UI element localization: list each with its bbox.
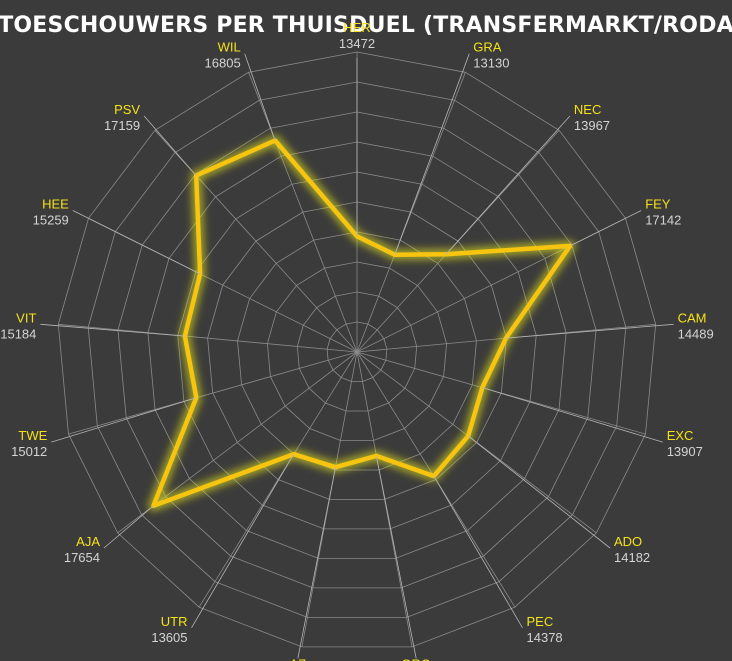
- leader-ado: [467, 435, 611, 549]
- value-label-pec: 14378: [527, 630, 563, 645]
- category-label-wil: WIL: [218, 40, 241, 55]
- series-line: [151, 138, 573, 509]
- grid-ring: [207, 201, 507, 500]
- category-label-nec: NEC: [574, 102, 601, 117]
- leader-cam: [505, 323, 674, 339]
- value-label-cam: 14489: [678, 326, 714, 341]
- spoke-twe: [68, 351, 358, 435]
- category-label-her: HER: [343, 20, 370, 35]
- value-label-gra: 13130: [473, 56, 509, 71]
- grid-ring: [117, 111, 597, 589]
- value-label-exc: 13907: [667, 444, 703, 459]
- grid-ring: [237, 231, 477, 471]
- spoke-utr: [198, 351, 358, 608]
- category-label-vit: VIT: [16, 310, 36, 325]
- category-label-hee: HEE: [42, 197, 69, 212]
- category-label-az: AZ: [289, 657, 306, 661]
- category-label-cam: CAM: [678, 310, 707, 325]
- category-label-twe: TWE: [18, 428, 47, 443]
- value-label-her: 13472: [339, 36, 375, 51]
- category-label-gro: GRO: [401, 657, 431, 661]
- value-label-twe: 15012: [11, 444, 47, 459]
- spoke-gra: [356, 72, 466, 353]
- spoke-vit: [58, 323, 358, 353]
- grid-ring: [266, 261, 448, 441]
- chart-title: AANTAL TOESCHOUWERS PER THUISDUEL (TRANS…: [0, 13, 732, 38]
- value-label-aja: 17654: [64, 550, 100, 565]
- leader-utr: [191, 453, 295, 629]
- leader-hee: [72, 210, 201, 275]
- value-label-psv: 17159: [104, 118, 140, 133]
- leader-gro: [376, 455, 417, 659]
- value-label-hee: 15259: [33, 213, 69, 228]
- value-label-nec: 13967: [574, 118, 610, 133]
- grid-ring: [87, 81, 627, 618]
- leader-fey: [569, 210, 642, 247]
- value-label-vit: 15184: [0, 326, 36, 341]
- data-point-gra: [392, 252, 397, 257]
- leader-pec: [433, 475, 523, 629]
- grid-ring: [296, 291, 418, 412]
- category-label-utr: UTR: [161, 614, 188, 629]
- value-label-ado: 14182: [614, 550, 650, 565]
- leader-az: [297, 467, 336, 659]
- leader-psv: [143, 115, 197, 176]
- category-label-exc: EXC: [667, 428, 694, 443]
- grid-ring: [57, 51, 657, 648]
- value-label-fey: 17142: [645, 213, 681, 228]
- leader-wil: [244, 53, 276, 141]
- category-label-aja: AJA: [76, 534, 100, 549]
- category-label-ado: ADO: [614, 534, 642, 549]
- leader-aja: [103, 505, 154, 549]
- leader-exc: [482, 387, 663, 443]
- leader-nec: [445, 115, 571, 255]
- category-label-gra: GRA: [473, 40, 502, 55]
- category-label-pec: PEC: [527, 614, 554, 629]
- grid-ring: [326, 321, 388, 382]
- category-label-psv: PSV: [114, 102, 140, 117]
- leader-gra: [394, 53, 470, 255]
- leader-twe: [51, 397, 197, 443]
- spoke-wil: [248, 72, 358, 353]
- category-label-fey: FEY: [645, 197, 671, 212]
- value-label-utr: 13605: [151, 630, 187, 645]
- leader-vit: [40, 323, 185, 337]
- value-label-wil: 16805: [205, 56, 241, 71]
